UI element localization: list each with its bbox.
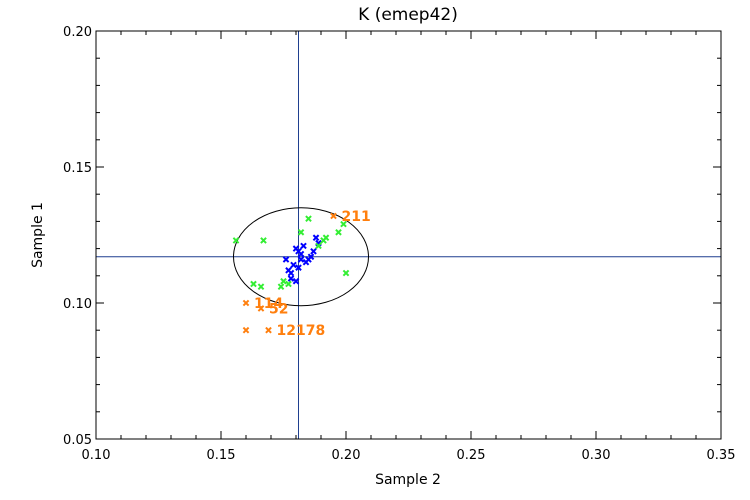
x-tick-label: 0.25 (457, 448, 486, 463)
y-tick-label: 0.05 (63, 433, 92, 448)
x-tick-label: 0.35 (707, 448, 736, 463)
reference-lines (96, 31, 721, 439)
data-point (292, 277, 300, 285)
data-point (242, 299, 250, 307)
y-tick-label: 0.15 (63, 161, 92, 176)
data-point (305, 215, 312, 222)
x-tick-label: 0.15 (207, 448, 236, 463)
data-point (277, 283, 285, 290)
point-label: 52 (269, 301, 288, 317)
data-point (340, 220, 347, 228)
data-point (285, 280, 292, 288)
plot-frame (95, 30, 722, 440)
point-label: 211 (342, 209, 371, 225)
y-axis-title: Sample 1 (30, 202, 46, 268)
point-label: 12178 (277, 323, 326, 339)
x-tick-label: 0.10 (82, 448, 111, 463)
data-point (287, 275, 295, 282)
data-point (232, 237, 240, 244)
data-point (265, 326, 272, 334)
data-point (282, 256, 290, 263)
data-point (257, 283, 265, 290)
data-point (320, 237, 327, 244)
y-tick-label: 0.10 (63, 297, 92, 312)
axes: 0.10 0.15 0.20 0.25 0.30 0.350.050.100.150.20 (63, 25, 735, 463)
confidence-ellipse-layer (233, 207, 369, 307)
data-point (242, 326, 250, 334)
data-point (285, 267, 292, 274)
x-tick-label: 0.30 (582, 448, 611, 463)
data-point (312, 234, 320, 242)
x-tick-label: 0.20 (332, 448, 361, 463)
data-point (295, 264, 302, 271)
data-point (330, 212, 337, 220)
confidence-ellipse (233, 207, 369, 307)
chart-title: K (emep42) (358, 5, 458, 25)
data-point (342, 269, 350, 277)
data-point (257, 305, 265, 312)
point-label: 114 (254, 296, 283, 312)
data-points (232, 212, 350, 334)
data-point (260, 237, 267, 244)
data-point (280, 277, 287, 285)
data-point (335, 228, 342, 236)
data-point (250, 280, 257, 288)
data-point (300, 242, 307, 250)
data-point (297, 256, 305, 263)
data-point (305, 256, 312, 263)
data-point (290, 261, 297, 269)
y-tick-label: 0.20 (63, 25, 92, 40)
data-point (315, 242, 322, 250)
data-point (297, 228, 305, 236)
data-point (310, 248, 317, 255)
x-axis-title: Sample 2 (375, 472, 441, 488)
data-point (295, 248, 302, 255)
